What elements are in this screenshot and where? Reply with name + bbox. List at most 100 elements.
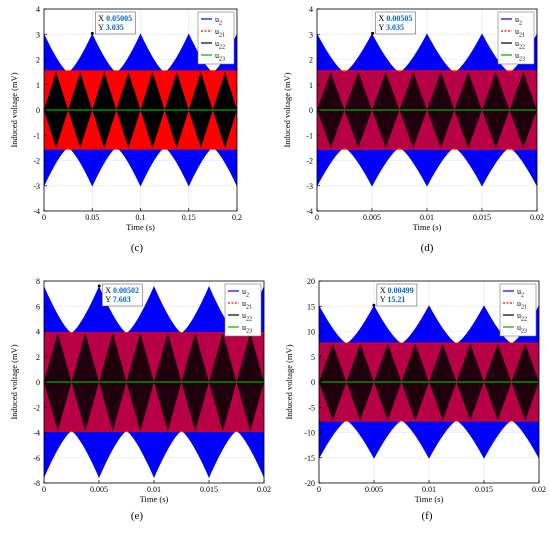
chart-d-ytick-label-4: 0 xyxy=(309,106,313,115)
chart-panel-f: 0 0.005 0.01 0.015 0.02 -20 -15 -10 -5 0 5 10 15 20 Ti… xyxy=(275,272,550,504)
chart-d-datatip-y-value: 3.035 xyxy=(386,23,404,32)
chart-c-legend-box xyxy=(197,11,235,65)
chart-f-datatip-marker xyxy=(372,303,376,307)
chart-e-legend-label-main-u23: u xyxy=(242,323,246,332)
chart-c-xtick-label-0: 0 xyxy=(42,213,46,222)
chart-f-ytick-label-3: -5 xyxy=(308,403,315,412)
chart-f-legend-label-u23: u23 xyxy=(517,323,527,335)
caption-c: (c) xyxy=(130,242,144,254)
chart-e-legend-label-u22: u22 xyxy=(242,311,252,323)
chart-c-series-group xyxy=(44,33,237,187)
chart-c-xtick-label-4: 0.2 xyxy=(232,213,242,222)
chart-d-ytick-label-8: 4 xyxy=(309,5,313,14)
chart-f-series-group xyxy=(319,305,539,459)
chart-e-legend-label-main-u2: u xyxy=(242,287,246,296)
chart-f-legend-label-sub-u21: 21 xyxy=(521,305,527,311)
chart-c-legend-label-u22: u22 xyxy=(215,39,225,51)
chart-c-ytick-label-6: 2 xyxy=(36,56,40,65)
chart-e-legend-label-u21: u21 xyxy=(242,299,252,311)
chart-c-ytick-label-5: 1 xyxy=(36,81,40,90)
chart-e-datatip-y-value: 7.603 xyxy=(113,295,131,304)
chart-c-datatip-y: Y 3.035 xyxy=(98,23,123,32)
chart-d-xtick-label-1: 0.005 xyxy=(363,213,381,222)
chart-f-xtick-label-4: 0.02 xyxy=(532,485,546,494)
chart-f-datatip-y-label: Y xyxy=(380,295,387,304)
chart-f-legend-label-u2: u2 xyxy=(517,287,524,299)
chart-e-legend-label-main-u21: u xyxy=(242,299,246,308)
chart-f-ytick-label-1: -15 xyxy=(304,454,315,463)
chart-c-datatip-x: X 0.05005 xyxy=(98,14,132,23)
chart-e-datatip-x-value: 0.00502 xyxy=(113,286,139,295)
chart-c-legend-label-main-u23: u xyxy=(215,51,219,60)
chart-d-ytick-label-5: 1 xyxy=(309,81,313,90)
chart-e-datatip-y: Y 7.603 xyxy=(105,295,130,304)
chart-f-datatip-x: X 0.00499 xyxy=(380,286,414,295)
chart-c-ytick-label-3: -1 xyxy=(33,131,40,140)
chart-c-datatip-y-label: Y xyxy=(98,23,105,32)
chart-c-datatip-box xyxy=(95,11,136,35)
chart-f-svg: 0 0.005 0.01 0.015 0.02 -20 -15 -10 -5 0 5 10 15 20 Ti… xyxy=(284,277,546,504)
chart-f-ytick-label-8: 20 xyxy=(307,277,315,286)
chart-e-ytick-label-2: -4 xyxy=(33,429,40,438)
caption-f: (f) xyxy=(421,510,433,522)
chart-f-ytick-label-0: -20 xyxy=(304,479,315,488)
chart-d-legend-label-u2: u2 xyxy=(515,15,522,27)
chart-f-legend-label-sub-u22: 22 xyxy=(521,317,527,323)
chart-panel-d: 0 0.005 0.01 0.015 0.02 -4 -3 -2 -1 0 1 2 3 4 Time (s)… xyxy=(275,0,550,232)
chart-c-xtick-label-2: 0.1 xyxy=(136,213,146,222)
chart-d-datatip-x: X 0.00505 xyxy=(379,14,413,23)
chart-d-xtick-label-0: 0 xyxy=(315,213,319,222)
chart-c-ytick-label-8: 4 xyxy=(36,5,40,14)
chart-d-ytick-label-1: -3 xyxy=(306,182,313,191)
chart-d-legend-label-u22: u22 xyxy=(515,39,525,51)
chart-e-series-group xyxy=(44,286,264,478)
chart-f-ytick-label-5: 5 xyxy=(311,353,315,362)
chart-d-legend-label-main-u23: u xyxy=(515,51,519,60)
chart-c-legend-label-sub-u2: 2 xyxy=(219,21,222,27)
chart-d-legend-label-main-u21: u xyxy=(515,27,519,36)
chart-e-svg: 0 0.005 0.01 0.015 0.02 -8 -6 -4 -2 0 2 4 6 8 Time (s)… xyxy=(9,277,271,504)
chart-f-legend-label-main-u23: u xyxy=(517,323,521,332)
chart-f-datatip-x-value: 0.00499 xyxy=(388,286,414,295)
chart-e-legend-label-sub-u21: 21 xyxy=(246,305,252,311)
chart-d-ytick-label-3: -1 xyxy=(306,131,313,140)
chart-f-legend-label-main-u2: u xyxy=(517,287,521,296)
chart-d-legend-label-sub-u22: 22 xyxy=(519,45,525,51)
chart-e-ytick-label-1: -6 xyxy=(33,454,40,463)
chart-f-legend-label-main-u22: u xyxy=(517,311,521,320)
chart-e-ytick-label-3: -2 xyxy=(33,403,40,412)
chart-f-legend-label-u21: u21 xyxy=(517,299,527,311)
chart-f-ytick-label-6: 10 xyxy=(307,328,315,337)
chart-e-datatip-x: X 0.00502 xyxy=(105,286,139,295)
chart-d-legend-label-main-u22: u xyxy=(515,39,519,48)
chart-e-legend-label-sub-u2: 2 xyxy=(246,293,249,299)
chart-c-ytick-label-4: 0 xyxy=(36,106,40,115)
chart-c-datatip-x-value: 0.05005 xyxy=(106,14,132,23)
chart-f-legend-label-sub-u2: 2 xyxy=(521,293,524,299)
chart-e-ylabel: Induced voltage (mV) xyxy=(9,344,19,419)
chart-d-legend-label-sub-u21: 21 xyxy=(519,33,525,39)
chart-f-legend-label-sub-u23: 23 xyxy=(521,329,527,335)
chart-d-ytick-label-2: -2 xyxy=(306,157,313,166)
chart-d-datatip-y-label: Y xyxy=(379,23,386,32)
chart-e-legend-label-sub-u22: 22 xyxy=(246,317,252,323)
chart-e-ytick-label-4: 0 xyxy=(36,378,40,387)
chart-panel-e: 0 0.005 0.01 0.015 0.02 -8 -6 -4 -2 0 2 4 6 8 Time (s)… xyxy=(0,272,275,504)
chart-d-datatip-x-value: 0.00505 xyxy=(386,14,412,23)
chart-e-legend-label-sub-u23: 23 xyxy=(246,329,252,335)
chart-c-legend-label-main-u21: u xyxy=(215,27,219,36)
chart-c-legend-label-u21: u21 xyxy=(215,27,225,39)
chart-c-xtick-label-3: 0.15 xyxy=(182,213,196,222)
chart-e-legend-label-u23: u23 xyxy=(242,323,252,335)
chart-f-xtick-label-0: 0 xyxy=(317,485,321,494)
chart-f-xtick-label-3: 0.015 xyxy=(475,485,493,494)
chart-e-xlabel: Time (s) xyxy=(140,494,169,504)
chart-e-legend-label-u2: u2 xyxy=(242,287,249,299)
chart-e-datatip-box xyxy=(101,283,143,307)
chart-f-datatip-box xyxy=(376,283,418,307)
chart-c-legend-label-sub-u22: 22 xyxy=(219,45,225,51)
chart-f-ytick-label-2: -10 xyxy=(304,429,315,438)
chart-d-ytick-label-0: -4 xyxy=(306,207,313,216)
